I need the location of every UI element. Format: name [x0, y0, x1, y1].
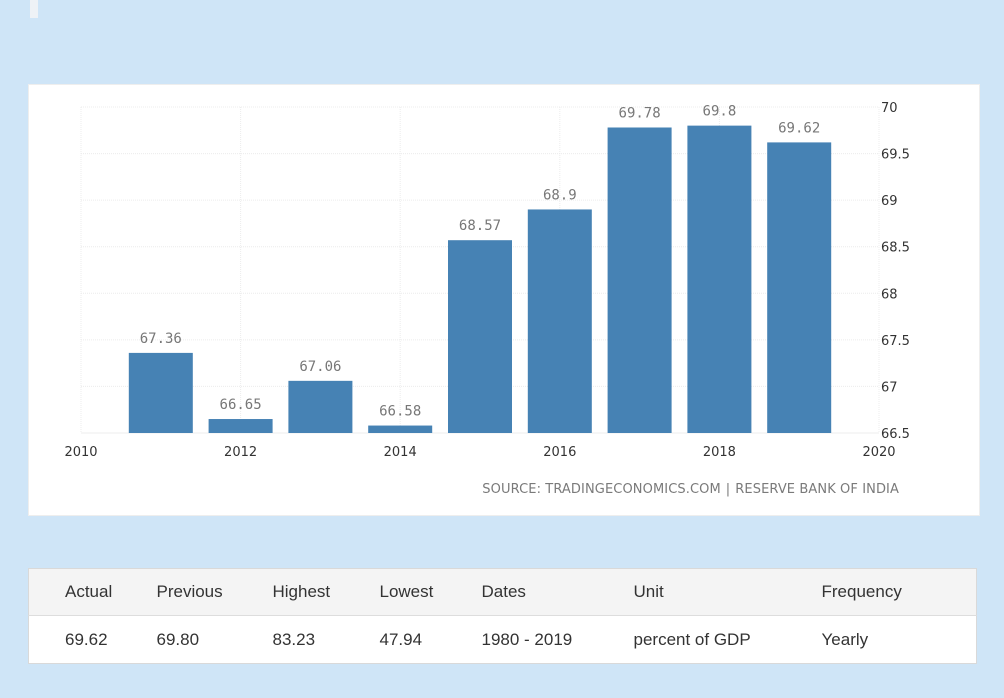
stats-value-lowest: 47.94 — [379, 629, 423, 649]
source-separator: | — [725, 482, 731, 497]
stats-table: Actual Previous Highest Lowest Dates Uni… — [28, 568, 977, 664]
stats-header-row: Actual Previous Highest Lowest Dates Uni… — [28, 568, 977, 616]
bar — [208, 419, 273, 433]
bar-value-label: 68.57 — [459, 218, 501, 234]
source-provider: RESERVE BANK OF INDIA — [735, 482, 899, 497]
y-tick-label: 70 — [881, 101, 898, 116]
bar — [128, 352, 193, 433]
bar-value-label: 67.36 — [140, 331, 182, 347]
bar-value-label: 66.65 — [220, 397, 262, 413]
bar — [368, 425, 433, 433]
bar — [767, 142, 832, 433]
source-credit: SOURCE: TRADINGECONOMICS.COM | RESERVE BAN… — [482, 482, 899, 497]
bar-value-label: 69.62 — [778, 120, 820, 136]
stats-value-unit: percent of GDP — [633, 629, 751, 649]
bar-value-label: 68.9 — [543, 187, 577, 203]
y-tick-label: 67.5 — [881, 334, 910, 349]
bar-value-label: 66.58 — [379, 404, 421, 420]
bar — [288, 380, 353, 433]
stats-header-unit: Unit — [633, 568, 822, 616]
stats-header-dates: Dates — [481, 568, 634, 616]
bar-value-label: 67.06 — [299, 359, 341, 375]
bar-value-label: 69.8 — [703, 104, 737, 120]
y-tick-label: 67 — [881, 380, 898, 395]
chart-card: 66.5 67 67.5 68 68.5 69 69.5 70 2010 2012 2014 2016… — [28, 84, 980, 516]
bar-chart: 66.5 67 67.5 68 68.5 69 69.5 70 2010 2012 2014 2016… — [64, 101, 910, 460]
y-tick-label: 68 — [881, 287, 898, 302]
bar — [687, 125, 752, 433]
y-tick-label: 69 — [881, 194, 898, 209]
stats-value-frequency: Yearly — [821, 629, 869, 649]
stats-value-dates: 1980 - 2019 — [481, 629, 573, 649]
stats-header-highest: Highest — [272, 568, 380, 616]
bar — [448, 240, 512, 433]
y-tick-label: 66.5 — [881, 427, 910, 442]
bar-value-label: 69.78 — [619, 105, 661, 121]
stats-header-previous: Previous — [156, 568, 273, 616]
bg-corner-mark — [30, 0, 38, 18]
stats-value-row: 69.62 69.80 83.23 47.94 1980 - 2019 perc… — [29, 616, 977, 664]
stats-value-actual: 69.62 — [65, 629, 108, 649]
stats-value-highest: 83.23 — [272, 629, 316, 649]
stats-header-frequency: Frequency — [821, 568, 977, 616]
x-tick-label: 2016 — [543, 445, 576, 460]
x-tick-label: 2014 — [384, 445, 417, 460]
y-tick-label: 69.5 — [881, 148, 910, 163]
bar — [607, 127, 672, 433]
x-tick-label: 2018 — [703, 445, 736, 460]
x-tick-label: 2010 — [64, 445, 97, 460]
stats-header-actual: Actual — [28, 568, 157, 616]
stats-value-previous: 69.80 — [156, 629, 200, 649]
y-tick-label: 68.5 — [881, 241, 910, 256]
stats-header-lowest: Lowest — [379, 568, 482, 616]
x-tick-label: 2012 — [224, 445, 257, 460]
bar — [527, 209, 592, 433]
source-prefix: SOURCE: TRADINGECONOMICS.COM — [482, 482, 721, 497]
x-tick-label: 2020 — [862, 445, 895, 460]
